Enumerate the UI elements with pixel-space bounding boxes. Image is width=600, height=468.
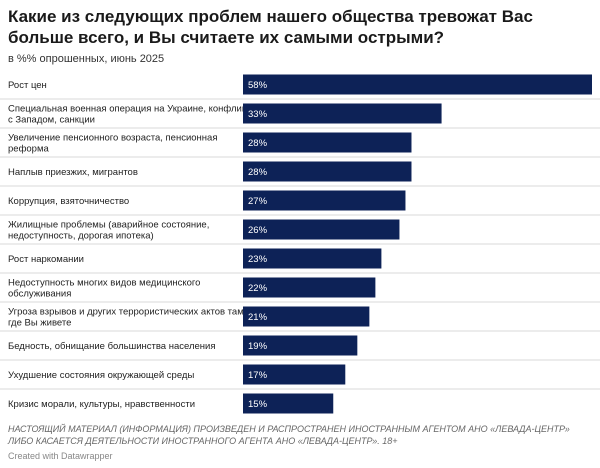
bar-chart: Рост цен 58% Специальная военная операция … [0, 74, 600, 414]
bar-value-label: 26% [248, 225, 268, 236]
category-label: Специальная военная операция на Украине,… [8, 104, 251, 126]
category-label-line: Наплыв приезжих, мигрантов [8, 167, 138, 178]
bar [243, 277, 376, 298]
category-label-line: Жилищные проблемы (аварийное состояние, [8, 220, 209, 231]
category-label: Недоступность многих видов медицинского о… [8, 278, 200, 300]
category-label-line: Рост цен [8, 80, 47, 91]
bar [243, 161, 412, 182]
category-label-line: Увеличение пенсионного возраста, пенсион… [8, 133, 217, 144]
category-label-line: недоступность, дорогая ипотека) [8, 231, 154, 242]
bar-value-label: 19% [248, 341, 268, 352]
bar-value-label: 28% [248, 167, 268, 178]
category-label-line: обслуживания [8, 289, 71, 300]
category-label-line: Бедность, обнищание большинства населени… [8, 341, 215, 352]
category-label: Угроза взрывов и других террористических… [8, 307, 246, 329]
bar-value-label: 58% [248, 80, 268, 91]
bar [243, 335, 358, 356]
category-label: Жилищные проблемы (аварийное состояние, н… [8, 220, 209, 242]
bar-value-label: 27% [248, 196, 268, 207]
category-label-line: Недоступность многих видов медицинского [8, 278, 200, 289]
chart-title: Какие из следующих проблем нашего общест… [8, 7, 533, 47]
category-label-line: с Западом, санкции [8, 115, 95, 126]
category-label-line: где Вы живете [8, 318, 71, 329]
foreign-agent-notice: НАСТОЯЩИЙ МАТЕРИАЛ (ИНФОРМАЦИЯ) ПРОИЗВЕД… [8, 424, 570, 446]
bar-value-label: 15% [248, 399, 268, 410]
bar [243, 190, 406, 211]
category-label-line: Ухудшение состояния окружающей среды [8, 370, 194, 381]
category-label: Кризис морали, культуры, нравственности [8, 399, 195, 410]
bar-value-label: 33% [248, 109, 268, 120]
category-label-line: Кризис морали, культуры, нравственности [8, 399, 195, 410]
bar [243, 74, 592, 95]
category-label-line: Угроза взрывов и других террористических… [8, 307, 246, 318]
bar-value-label: 21% [248, 312, 268, 323]
bar [243, 219, 400, 240]
category-label: Рост цен [8, 80, 47, 91]
bar [243, 306, 370, 327]
bar-value-label: 28% [248, 138, 268, 149]
category-label: Бедность, обнищание большинства населени… [8, 341, 215, 352]
category-label-line: реформа [8, 144, 49, 155]
bar-value-label: 22% [248, 283, 268, 294]
category-label: Ухудшение состояния окружающей среды [8, 370, 194, 381]
category-label: Увеличение пенсионного возраста, пенсион… [8, 133, 217, 155]
category-label: Коррупция, взяточничество [8, 196, 129, 207]
bar [243, 103, 442, 124]
bar [243, 132, 412, 153]
category-label: Рост наркомании [8, 254, 84, 265]
category-label-line: Коррупция, взяточничество [8, 196, 129, 207]
category-label: Наплыв приезжих, мигрантов [8, 167, 138, 178]
bar [243, 248, 382, 269]
datawrapper-credit: Created with Datawrapper [8, 451, 113, 461]
category-label-line: Рост наркомании [8, 254, 84, 265]
bar-value-label: 23% [248, 254, 268, 265]
category-label-line: Специальная военная операция на Украине,… [8, 104, 251, 115]
bar [243, 393, 334, 414]
chart-subtitle: в %% опрошенных, июнь 2025 [8, 53, 165, 65]
bar [243, 364, 346, 385]
bar-value-label: 17% [248, 370, 268, 381]
